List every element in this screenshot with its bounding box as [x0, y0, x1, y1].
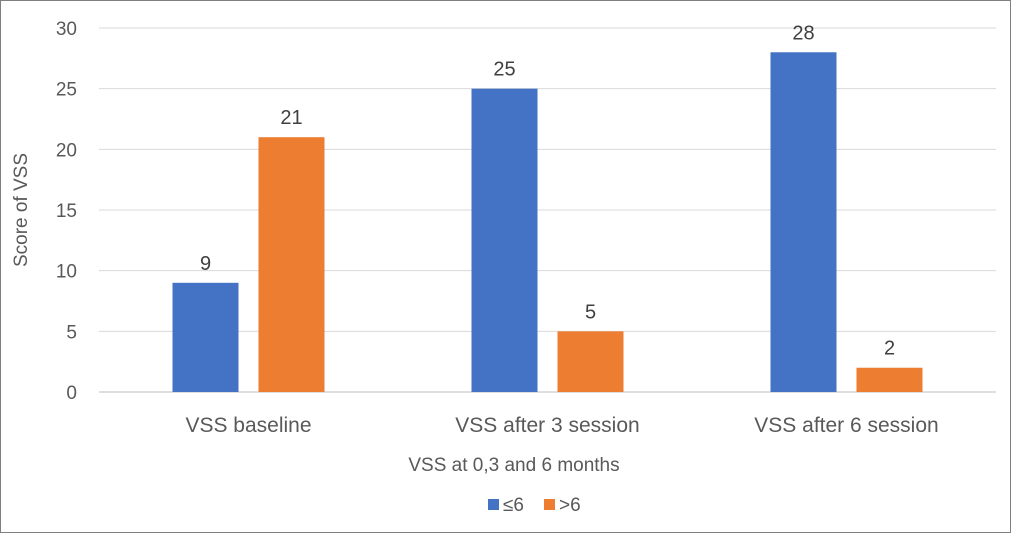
- y-tick-label: 15: [56, 201, 77, 222]
- bar-le6-2: [770, 52, 837, 393]
- y-tick-label: 5: [66, 322, 77, 343]
- legend-label: ≤6: [503, 495, 524, 516]
- data-label: 5: [585, 301, 596, 323]
- y-axis-title: Score of VSS: [11, 153, 32, 267]
- y-tick-label: 10: [56, 262, 77, 283]
- x-category-label: VSS after 3 session: [455, 414, 639, 437]
- y-tick-label: 30: [56, 19, 77, 40]
- x-category-label: VSS after 6 session: [754, 414, 938, 437]
- data-label: 25: [493, 59, 515, 81]
- data-label: 21: [280, 107, 302, 129]
- data-labels: 9 21 25 5 28 2: [200, 22, 895, 359]
- data-label: 9: [200, 253, 211, 275]
- bar-gt6-0: [258, 137, 325, 392]
- y-axis-ticks: 0 5 10 15 20 25 30: [56, 19, 77, 404]
- bar-gt6-2: [856, 367, 923, 392]
- y-tick-label: 25: [56, 80, 77, 101]
- data-label: 28: [792, 22, 814, 44]
- x-axis-title: VSS at 0,3 and 6 months: [408, 455, 619, 476]
- bars: [172, 52, 923, 393]
- data-label: 2: [884, 338, 895, 360]
- bar-le6-1: [471, 88, 538, 393]
- x-category-label: VSS baseline: [185, 414, 311, 437]
- legend-swatch: [544, 499, 555, 510]
- legend-label: >6: [559, 495, 581, 516]
- x-axis-categories: VSS baseline VSS after 3 session VSS after…: [185, 414, 938, 437]
- legend-swatch: [488, 499, 499, 510]
- bar-gt6-1: [557, 331, 624, 392]
- gridlines: [99, 27, 996, 393]
- legend: ≤6 >6: [488, 495, 581, 516]
- y-tick-label: 20: [56, 140, 77, 161]
- bar-le6-0: [172, 282, 239, 392]
- y-tick-label: 0: [66, 383, 77, 404]
